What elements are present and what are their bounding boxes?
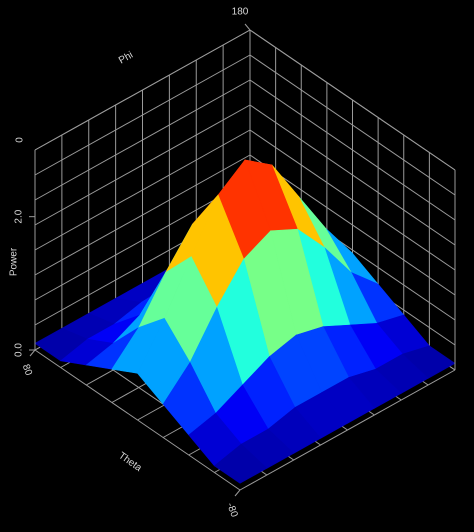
z-tick-label: 2.0 [14,209,25,223]
x-tick-label: -80 [224,501,239,519]
x-tick [234,489,241,497]
wall-grid [249,79,456,221]
wall-grid [34,54,251,176]
wall-grid [34,104,251,226]
wall-grid [34,79,251,201]
wall-grid [249,104,456,246]
box-edge [34,29,251,151]
surface-patch [213,443,268,484]
wall-grid [249,54,456,196]
floor-grid [239,369,456,491]
x-tick [29,349,36,357]
box-edge [249,29,456,171]
z-tick-label: 0.0 [14,343,25,357]
x-tick-label: 80 [20,363,34,378]
y-tick [244,23,251,31]
z-axis-label: Power [9,247,20,276]
y-tick-label: 180 [232,7,249,18]
wall-grid [249,129,456,271]
wall-grid [34,129,251,251]
annotation: 0 [15,137,26,143]
